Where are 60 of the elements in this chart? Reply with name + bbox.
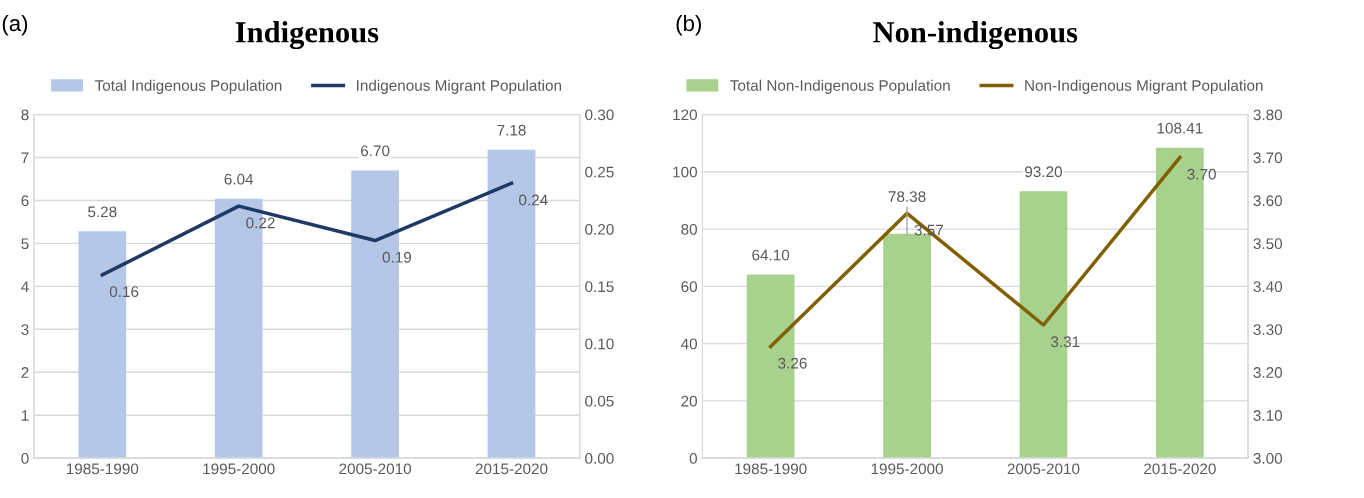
y2-tick-label: 3.40 [1253,281,1283,293]
y-tick-label: 0 [21,453,29,464]
y2-tick-label: 0.10 [585,338,614,350]
y-tick-label: 40 [680,338,697,350]
y-tick-label: 80 [681,223,697,235]
chart-title: Indigenous [235,21,379,50]
x-tick-label: 1985-1990 [66,463,139,475]
y2-tick-label: 3.60 [1253,195,1283,207]
data-label: 78.38 [888,191,926,202]
data-label: 7.18 [497,124,526,136]
y-tick-label: 6 [21,195,29,207]
data-label: 0.16 [109,286,139,298]
legend-label: Total Non-Indigenous Population [730,79,950,94]
data-label: 93.20 [1025,166,1062,178]
data-label: 0.19 [382,251,412,263]
y2-tick-label: 0.30 [585,109,614,121]
y-tick-label: 4 [21,281,29,292]
text: (b) [676,14,701,36]
y2-tick-label: 0.20 [585,223,614,235]
y2-tick-label: 3.10 [1253,410,1283,421]
y2-tick-label: 3.50 [1253,238,1283,250]
y-tick-label: 1 [21,410,29,421]
x-tick-label: 2005-2010 [339,463,412,475]
legend-label: Indigenous Migrant Population [357,79,562,94]
y2-tick-label: 3.80 [1253,109,1283,121]
text: (a) [2,14,28,36]
x-tick-label: 1995-2000 [203,463,275,475]
legend-label: Non-Indigenous Migrant Population [1025,79,1263,94]
x-tick-label: 1985-1990 [735,463,807,475]
x-tick-label: 2005-2010 [1007,463,1080,475]
y2-tick-label: 0.00 [585,453,614,464]
y-tick-label: 2 [21,367,29,378]
y-tick-label: 5 [21,238,29,250]
data-label: 5.28 [88,206,117,218]
y-tick-label: 8 [21,109,29,121]
y2-tick-label: 3.30 [1253,324,1283,335]
legend-label: Total Indigenous Population [94,79,282,94]
chart-title: Non-indigenous [873,21,1078,50]
y2-tick-label: 0.15 [585,281,614,293]
y-tick-label: 7 [21,152,29,164]
data-label: 6.04 [224,173,254,185]
y-tick-label: 120 [673,109,697,121]
y2-tick-label: 0.05 [585,395,614,407]
data-label: 0.24 [519,194,548,206]
y-tick-label: 100 [673,166,697,178]
data-label: 6.70 [361,145,390,157]
data-label: 108.41 [1157,122,1203,134]
x-tick-label: 2015-2020 [475,463,548,475]
x-tick-label: 1995-2000 [871,463,943,475]
y-tick-label: 0 [689,453,697,464]
y-tick-label: 3 [21,324,29,335]
y2-tick-label: 3.20 [1253,367,1283,378]
y-tick-label: 20 [681,395,697,407]
data-label: 0.22 [246,217,275,229]
data-label: 64.10 [752,249,790,261]
y2-tick-label: 3.70 [1253,152,1283,164]
x-tick-label: 2015-2020 [1144,463,1216,475]
y2-tick-label: 0.25 [585,166,614,178]
y-tick-label: 60 [681,281,697,293]
y2-tick-label: 3.00 [1253,453,1283,464]
